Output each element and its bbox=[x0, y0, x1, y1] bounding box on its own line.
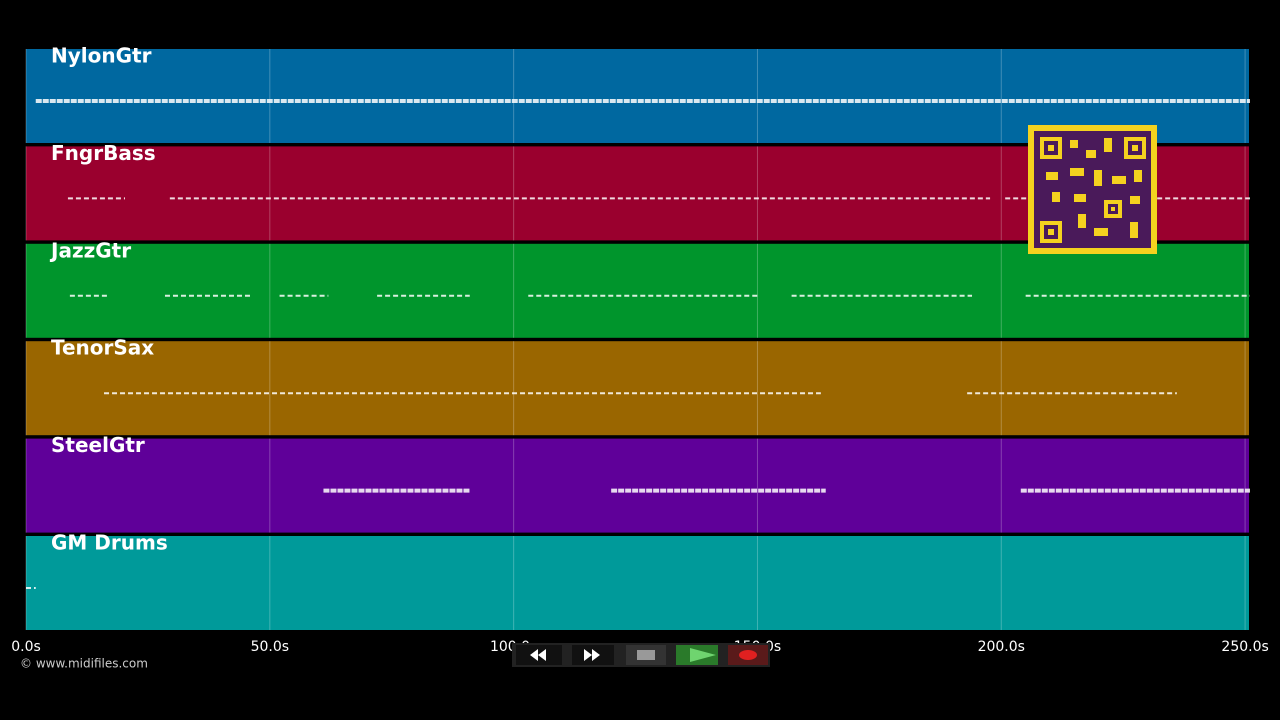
x-tick-label: 200.0s bbox=[978, 639, 1025, 655]
track-name: FngrBass bbox=[51, 141, 156, 165]
lanes: NylonGtr FngrBass JazzGtr TenorSax SteelGtr G… bbox=[25, 44, 1250, 630]
record-button[interactable] bbox=[728, 645, 768, 665]
x-tick-label: 0.0s bbox=[11, 639, 41, 655]
track-name: SteelGtr bbox=[51, 433, 145, 457]
track-lane bbox=[26, 536, 1249, 630]
track-name: TenorSax bbox=[51, 336, 154, 360]
track-name: GM Drums bbox=[51, 531, 168, 555]
forward-button[interactable] bbox=[572, 645, 614, 665]
x-tick-label: 50.0s bbox=[251, 639, 289, 655]
qr-code bbox=[1028, 125, 1157, 254]
rewind-button[interactable] bbox=[516, 645, 562, 665]
track-lane bbox=[26, 341, 1249, 436]
track-name: JazzGtr bbox=[49, 238, 131, 262]
track-name: NylonGtr bbox=[51, 44, 152, 68]
play-button[interactable] bbox=[676, 645, 718, 665]
track-lane bbox=[26, 438, 1249, 533]
x-tick-label: 250.0s bbox=[1221, 639, 1268, 655]
stop-button[interactable] bbox=[626, 645, 666, 665]
transport bbox=[512, 643, 770, 667]
track-lane bbox=[26, 243, 1249, 338]
copyright: © www.midifiles.com bbox=[20, 657, 148, 671]
